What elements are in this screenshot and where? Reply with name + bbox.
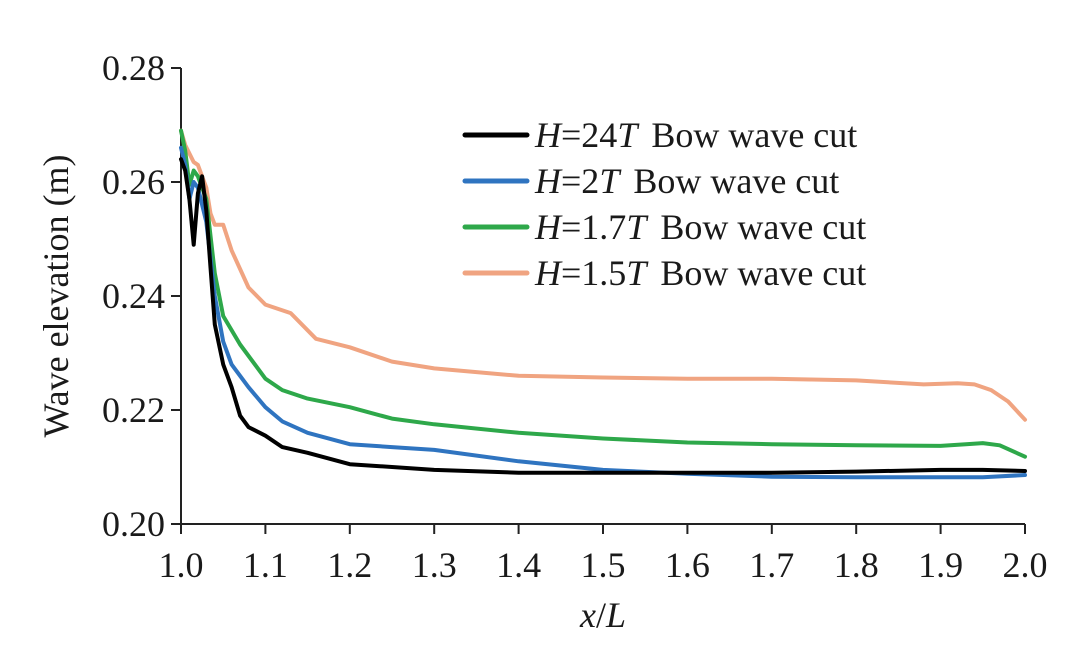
series-line-2 <box>179 145 1027 480</box>
legend-item: H=2T Bow wave cut <box>462 161 839 201</box>
x-tick-label: 1.9 <box>918 545 963 585</box>
x-tick-label: 1.1 <box>243 545 288 585</box>
y-tick-label: 0.28 <box>102 48 165 88</box>
legend-label-rest: Bow wave cut <box>660 207 866 247</box>
series-line-1 <box>179 157 1027 475</box>
legend-label-rest: Bow wave cut <box>660 253 866 293</box>
x-tick-label: 1.0 <box>159 545 204 585</box>
legend-label-eq: =2 <box>561 161 599 201</box>
y-tick-label: 0.22 <box>102 390 165 430</box>
legend-label: H=1.5T Bow wave cut <box>534 253 866 293</box>
x-axis-title-slash: / <box>596 595 606 635</box>
legend-label-var: H <box>534 207 563 247</box>
legend-label-var: H <box>534 253 563 293</box>
legend-item: H=24T Bow wave cut <box>462 115 857 155</box>
x-tick-label: 1.6 <box>665 545 710 585</box>
series-line-3 <box>179 128 1027 459</box>
x-axis-title-l: L <box>605 595 626 635</box>
x-axis-title: x/L <box>579 595 626 635</box>
legend-label-var: H <box>534 161 563 201</box>
x-tick-label: 1.8 <box>834 545 879 585</box>
x-axis-title-x: x <box>579 595 596 635</box>
legend-label-var: H <box>534 115 563 155</box>
legend-label-rest: Bow wave cut <box>633 161 839 201</box>
legend-label-rest: Bow wave cut <box>651 115 857 155</box>
legend-item: H=1.7T Bow wave cut <box>462 207 866 247</box>
x-tick-label: 1.3 <box>412 545 457 585</box>
legend-label-eq: =1.7 <box>561 207 626 247</box>
series-lines <box>179 128 1027 480</box>
y-tick-label: 0.24 <box>102 276 165 316</box>
y-axis-title: Wave elevation (m) <box>36 155 76 438</box>
y-tick-label: 0.26 <box>102 162 165 202</box>
x-tick-label: 1.7 <box>749 545 794 585</box>
y-ticks: 0.20 0.22 0.24 0.26 0.28 <box>102 48 181 544</box>
legend-label-eq: =24 <box>561 115 617 155</box>
legend-label-t: T <box>626 207 649 247</box>
y-tick-label: 0.20 <box>102 504 165 544</box>
legend-item: H=1.5T Bow wave cut <box>462 253 866 293</box>
legend-label-eq: =1.5 <box>561 253 626 293</box>
legend-label-t: T <box>599 161 622 201</box>
x-tick-label: 1.2 <box>327 545 372 585</box>
legend-label-t: T <box>617 115 640 155</box>
legend-label: H=2T Bow wave cut <box>534 161 839 201</box>
legend-label-t: T <box>626 253 649 293</box>
x-ticks: 1.0 1.1 1.2 1.3 1.4 1.5 1.6 1.7 1.8 1.9 2.0 <box>159 524 1048 585</box>
legend-label: H=1.7T Bow wave cut <box>534 207 866 247</box>
x-tick-label: 1.4 <box>496 545 541 585</box>
x-tick-label: 1.5 <box>581 545 626 585</box>
x-tick-label: 2.0 <box>1003 545 1048 585</box>
legend-label: H=24T Bow wave cut <box>534 115 857 155</box>
